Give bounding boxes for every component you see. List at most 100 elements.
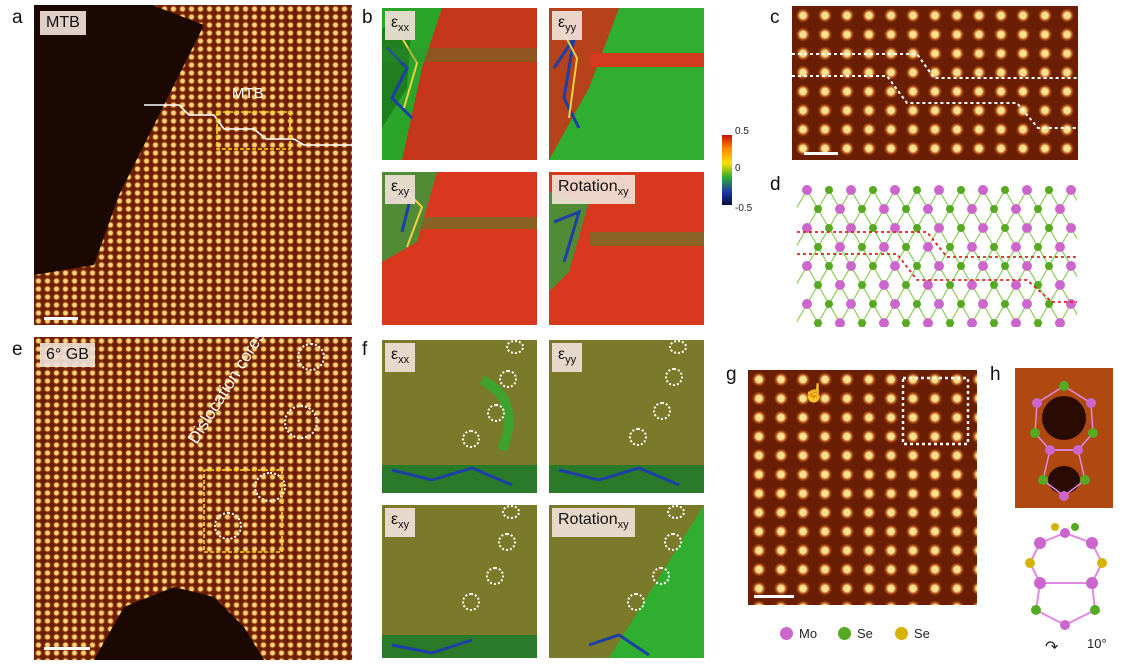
dislocation-core-circle [665, 368, 683, 386]
map-label-rotation-text: Rotationxy [558, 178, 629, 199]
se-atom [957, 262, 965, 270]
mo-atom [1066, 299, 1076, 309]
mo-atom [879, 204, 889, 214]
se-atom [1001, 224, 1009, 232]
mo-atom [1011, 318, 1021, 327]
stm-image-a: MTB MTB [34, 5, 352, 325]
mo-atom [835, 242, 845, 252]
mo-atom [802, 261, 812, 271]
se-atom [825, 186, 833, 194]
colorbar [722, 135, 732, 205]
mo-atom [802, 223, 812, 233]
legend-dot-se-yellow [895, 627, 908, 640]
mo-atom [1055, 242, 1065, 252]
se-atom [1045, 300, 1053, 308]
mo-atom [967, 204, 977, 214]
se-atom [1034, 243, 1042, 251]
mo-atom [1011, 204, 1021, 214]
map-label-exy: εxy [385, 175, 416, 205]
mo-atom [846, 185, 856, 195]
se-atom [858, 205, 866, 213]
dislocation-core-circle [627, 593, 645, 611]
mo-atom [1066, 223, 1076, 233]
map-label-eyy: εyy [552, 11, 583, 41]
mo-atom [879, 318, 889, 327]
rotation-arrow-icon: ↷ [1045, 639, 1059, 656]
inset-box-e [203, 469, 283, 553]
dislocation-core-circle [669, 340, 687, 354]
panel-letter-a: a [12, 7, 23, 28]
mo-atom [923, 242, 933, 252]
mo-atom [802, 299, 812, 309]
panel-letter-c: c [770, 7, 780, 28]
cursor-hand-icon: ☝ [803, 383, 826, 403]
legend-label-mo: Mo [799, 626, 818, 641]
dislocation-core-circle [486, 567, 504, 585]
strain-map-f-exx: εxx [382, 340, 537, 493]
se-atom [858, 243, 866, 251]
mo-atom [890, 223, 900, 233]
scale-bar-g [754, 595, 794, 598]
dislocation-core-circle [254, 472, 286, 502]
atomic-model-h [1010, 515, 1120, 635]
legend-dot-mo [780, 627, 793, 640]
boundary-line [144, 104, 352, 150]
se-atom [957, 186, 965, 194]
mo-atom [835, 280, 845, 290]
legend-label-se-green: Se [857, 626, 873, 641]
mo-atom [978, 185, 988, 195]
inset-box-g [901, 376, 970, 446]
mo-atom [802, 185, 812, 195]
dislocation-core-circle [214, 512, 242, 540]
map-label-eyy-text: εyy [558, 14, 577, 35]
mo-atom [835, 204, 845, 214]
stm-image-g [748, 370, 977, 605]
panel-letter-h: h [990, 364, 1001, 385]
se-atom [869, 224, 877, 232]
dislocation-core-circle [462, 593, 480, 611]
defect-structure-h [1015, 368, 1113, 508]
atomic-model-d [797, 182, 1077, 327]
map-label-f-exx: εxx [385, 343, 416, 373]
dark-region-a [34, 5, 204, 275]
dislocation-core-circle [667, 505, 685, 519]
se-atom [858, 319, 866, 327]
strain-map-f-rotation: Rotationxy [549, 505, 704, 658]
map-label-f-exy-text: εxy [391, 511, 410, 532]
se-atom [946, 319, 954, 327]
stm-image-c [792, 6, 1078, 160]
se-atom [946, 243, 954, 251]
dislocation-core-circle [664, 533, 682, 551]
mo-atom [967, 318, 977, 327]
panel-letter-d: d [770, 174, 781, 195]
dislocation-core-circle [284, 405, 318, 439]
map-label-f-rotation-text: Rotationxy [558, 511, 629, 532]
mo-atom [1022, 299, 1032, 309]
mo-atom [934, 299, 944, 309]
mo-atom [1022, 261, 1032, 271]
stm-image-h [1015, 368, 1113, 508]
mo-atom [1055, 204, 1065, 214]
strain-map-b-eyy: εyy [549, 8, 704, 160]
se-atom [1045, 262, 1053, 270]
map-label-f-exy: εxy [385, 508, 416, 538]
mo-atom [846, 223, 856, 233]
dislocation-core-circle [462, 430, 480, 448]
se-atom [990, 205, 998, 213]
se-atom [902, 281, 910, 289]
se-atom [990, 281, 998, 289]
se-atom [869, 186, 877, 194]
strain-map-b-exy: εxy [382, 172, 537, 325]
map-label-f-eyy: εyy [552, 343, 583, 373]
rotation-angle: 10° [1087, 636, 1107, 651]
mo-atom [1055, 280, 1065, 290]
stm-image-e: 6° GB Dislocation cores [34, 337, 352, 660]
se-atom [814, 205, 822, 213]
mo-atom [890, 299, 900, 309]
se-atom [913, 262, 921, 270]
se-atom [990, 319, 998, 327]
se-atom [814, 281, 822, 289]
dislocation-core-circle [498, 533, 516, 551]
mo-atom [934, 185, 944, 195]
panel-letter-e: e [12, 339, 23, 360]
